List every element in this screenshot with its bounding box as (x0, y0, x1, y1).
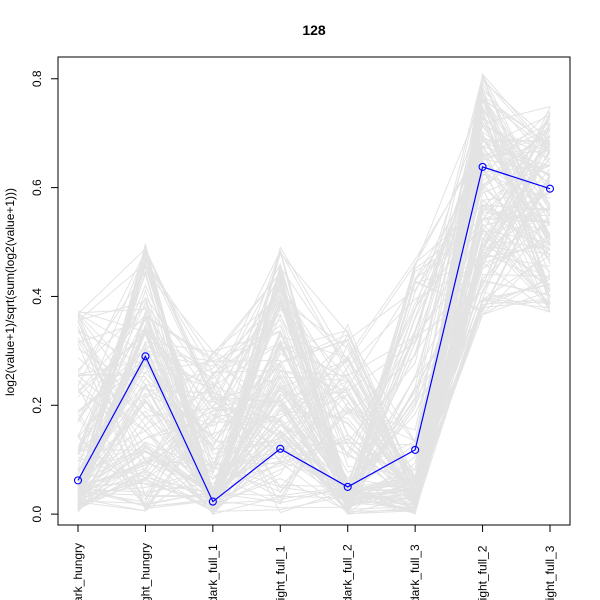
x-tick-label: dark_full_3 (408, 544, 422, 600)
y-tick-label: 0.2 (30, 397, 44, 414)
background-line (77, 81, 551, 498)
x-tick-label: dark_full_1 (206, 544, 220, 600)
background-line (77, 207, 551, 498)
background-line (77, 85, 551, 499)
background-line (77, 163, 551, 509)
y-axis: 0.0 0.2 0.4 0.6 0.8 (30, 70, 58, 522)
chart-title: 128 (302, 22, 326, 38)
background-line (77, 213, 551, 512)
background-line (77, 115, 551, 509)
data-point (478, 162, 487, 171)
background-line (77, 77, 551, 466)
background-line (77, 227, 551, 506)
x-tick-label: ght_hungry (138, 543, 152, 600)
x-tick-label: light_full_1 (273, 545, 287, 600)
y-tick-label: 0.0 (30, 505, 44, 522)
background-line (77, 138, 551, 509)
background-line (77, 300, 551, 491)
x-axis: ark_hungry ght_hungry dark_full_1 light_ful… (71, 525, 557, 600)
background-line (77, 72, 551, 512)
background-line (77, 131, 551, 497)
background-line (77, 193, 551, 501)
y-tick-label: 0.6 (30, 179, 44, 196)
background-line (77, 258, 551, 509)
y-tick-label: 0.4 (30, 288, 44, 305)
data-point (545, 184, 555, 193)
background-line (77, 105, 551, 510)
plot-frame (57, 56, 571, 526)
x-tick-label: light_full_3 (543, 545, 557, 600)
highlighted-series (73, 162, 555, 506)
background-line (77, 152, 551, 515)
x-tick-label: ark_hungry (71, 543, 85, 600)
data-point (343, 482, 352, 491)
background-line (77, 79, 551, 481)
series-line (77, 166, 551, 503)
data-point (208, 497, 217, 506)
background-line (77, 240, 551, 506)
background-line (77, 99, 551, 504)
y-axis-label: log2(value+1)/sqrt(sum(log2(value+1))) (3, 188, 17, 396)
background-line (77, 229, 551, 514)
background-line (77, 179, 551, 513)
x-tick-label: light_full_2 (476, 545, 490, 600)
data-point (73, 476, 83, 485)
background-line (77, 229, 551, 506)
y-tick-label: 0.8 (30, 70, 44, 87)
data-point (411, 445, 420, 454)
background-line (77, 116, 551, 505)
data-point (141, 352, 150, 361)
x-tick-label: dark_full_2 (341, 544, 355, 600)
background-line (77, 247, 551, 497)
background-line (77, 231, 551, 475)
background-lines (77, 72, 551, 516)
data-point (276, 444, 285, 453)
background-line (77, 134, 551, 512)
